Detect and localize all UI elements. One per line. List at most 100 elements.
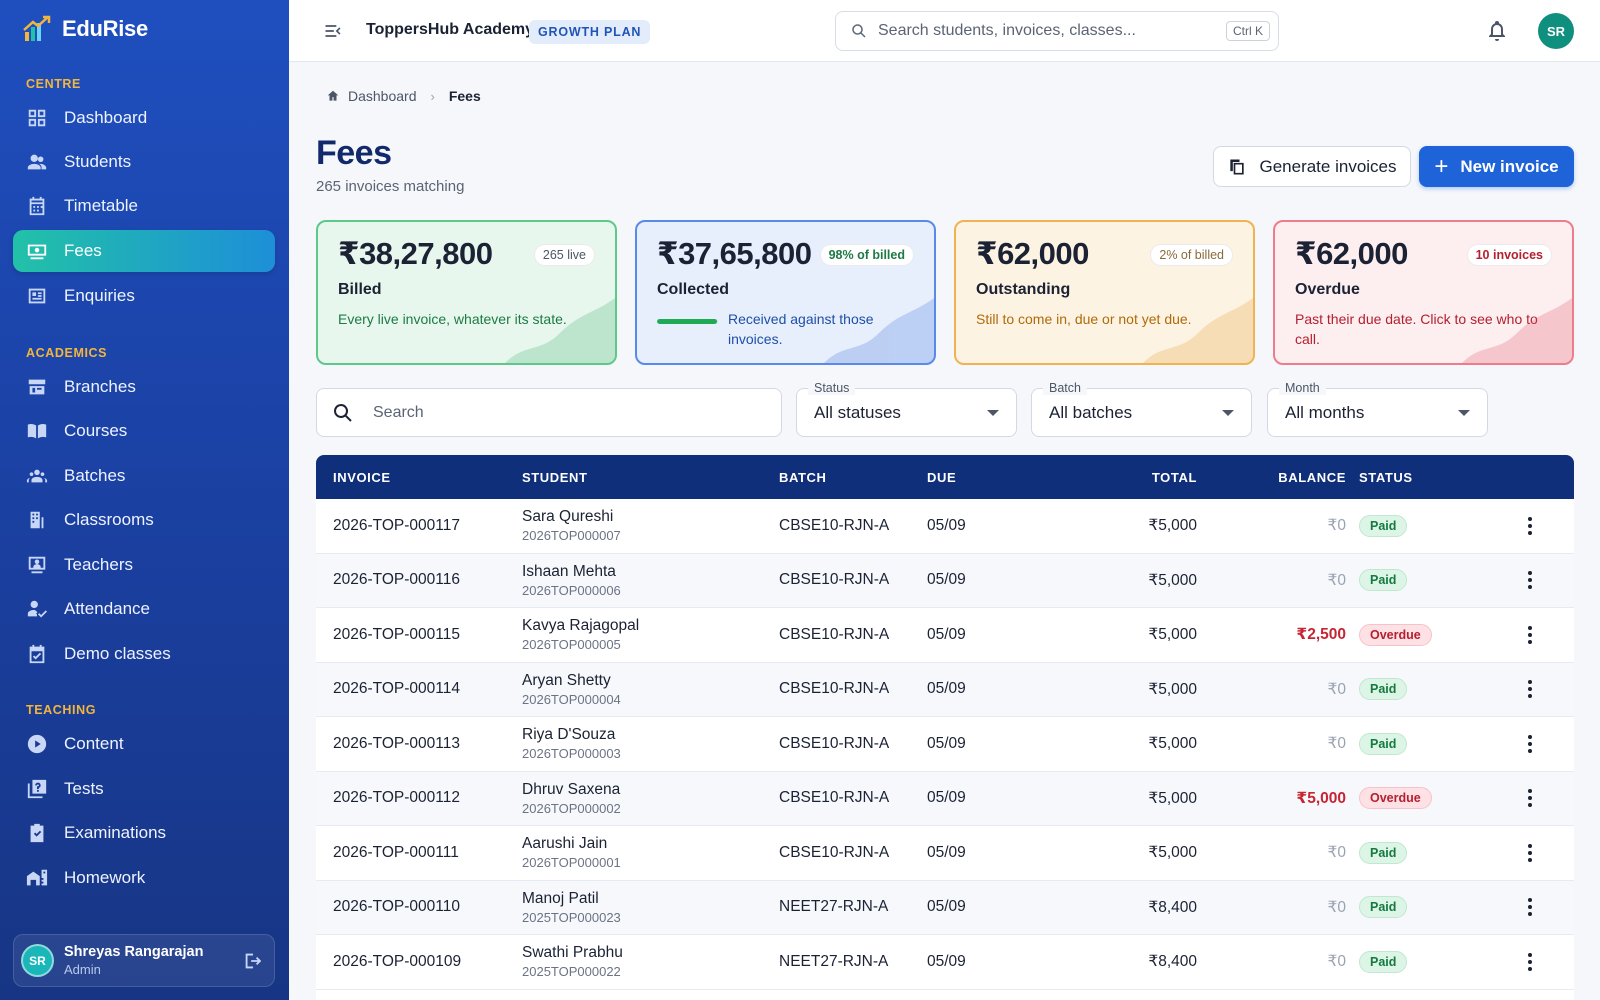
- sidebar-item-teachers[interactable]: Teachers: [13, 544, 275, 586]
- sidebar-item-branches[interactable]: Branches: [13, 366, 275, 408]
- table-row[interactable]: 2026-TOP-000109 Swathi Prabhu 2025TOP00002…: [316, 935, 1574, 990]
- column-header-total[interactable]: TOTAL: [1151, 470, 1197, 485]
- student-name: Dhruv Saxena: [522, 780, 621, 798]
- sidebar-item-label: Tests: [64, 779, 104, 798]
- more-vertical-icon[interactable]: [1518, 841, 1542, 865]
- table-row[interactable]: 2026-TOP-000113 Riya D'Souza 2026TOP000003…: [316, 717, 1574, 772]
- column-header-student[interactable]: STUDENT: [522, 470, 588, 485]
- sidebar-item-homework[interactable]: Homework: [13, 857, 275, 899]
- status-cell: Paid: [1359, 881, 1408, 935]
- column-header-invoice[interactable]: INVOICE: [333, 470, 391, 485]
- invoice-number[interactable]: 2026-TOP-000114: [333, 680, 460, 698]
- invoice-search[interactable]: [316, 388, 782, 437]
- student-cell[interactable]: Aarushi Jain 2026TOP000001: [522, 826, 621, 880]
- column-header-status[interactable]: STATUS: [1359, 470, 1413, 485]
- sidebar-item-fees[interactable]: Fees: [13, 230, 275, 272]
- table-row[interactable]: 2026-TOP-000114 Aryan Shetty 2026TOP000004…: [316, 662, 1574, 717]
- row-actions[interactable]: [1518, 554, 1542, 608]
- row-actions[interactable]: [1518, 499, 1542, 553]
- batch-code: CBSE10-RJN-A: [779, 625, 890, 643]
- more-vertical-icon[interactable]: [1518, 786, 1542, 810]
- row-actions[interactable]: [1518, 608, 1542, 662]
- invoice-number[interactable]: 2026-TOP-000109: [333, 952, 462, 970]
- student-cell[interactable]: Kavya Rajagopal 2026TOP000005: [522, 608, 639, 662]
- sidebar-item-examinations[interactable]: Examinations: [13, 812, 275, 854]
- column-header-batch[interactable]: BATCH: [779, 470, 827, 485]
- user-avatar[interactable]: SR: [1538, 13, 1574, 49]
- quiz-icon: [27, 779, 47, 799]
- more-vertical-icon[interactable]: [1518, 677, 1542, 701]
- row-actions[interactable]: [1518, 826, 1542, 880]
- more-vertical-icon[interactable]: [1518, 623, 1542, 647]
- student-cell[interactable]: Swathi Prabhu 2025TOP000022: [522, 935, 623, 989]
- sidebar-item-students[interactable]: Students: [13, 141, 275, 183]
- student-cell[interactable]: Riya D'Souza 2026TOP000003: [522, 717, 621, 771]
- student-cell[interactable]: Dhruv Saxena 2026TOP000002: [522, 772, 621, 826]
- invoice-number[interactable]: 2026-TOP-000115: [333, 625, 460, 643]
- row-actions[interactable]: [1518, 935, 1542, 989]
- sidebar-item-classrooms[interactable]: Classrooms: [13, 499, 275, 541]
- student-cell[interactable]: Manoj Patil 2025TOP000023: [522, 881, 621, 935]
- status-cell: Overdue: [1359, 772, 1432, 826]
- month-select[interactable]: Month All months: [1267, 381, 1488, 437]
- invoice-number[interactable]: 2026-TOP-000113: [333, 734, 460, 752]
- due-date: 05/09: [927, 789, 966, 807]
- row-actions[interactable]: [1518, 717, 1542, 771]
- table-row[interactable]: 2026-TOP-000115 Kavya Rajagopal 2026TOP000…: [316, 608, 1574, 663]
- caret-down-icon: [1222, 409, 1234, 416]
- student-cell[interactable]: Ishaan Mehta 2026TOP000006: [522, 554, 621, 608]
- sidebar-item-batches[interactable]: Batches: [13, 455, 275, 497]
- breadcrumb: Dashboard › Fees: [326, 88, 481, 104]
- logout-icon[interactable]: [242, 950, 264, 972]
- table-row[interactable]: 2026-TOP-000111 Aarushi Jain 2026TOP000001…: [316, 826, 1574, 881]
- more-vertical-icon[interactable]: [1518, 568, 1542, 592]
- sidebar-item-dashboard[interactable]: Dashboard: [13, 97, 275, 139]
- stat-card-outstanding[interactable]: ₹62,000 2% of billed Outstanding Still t…: [954, 220, 1255, 365]
- more-vertical-icon[interactable]: [1518, 895, 1542, 919]
- generate-invoices-button[interactable]: Generate invoices: [1213, 146, 1411, 187]
- invoice-search-input[interactable]: [373, 403, 781, 422]
- table-row[interactable]: 2026-TOP-000117 Sara Qureshi 2026TOP000007…: [316, 499, 1574, 554]
- brand[interactable]: EduRise: [22, 12, 148, 46]
- batch-select[interactable]: Batch All batches: [1031, 381, 1252, 437]
- student-cell[interactable]: Aryan Shetty 2026TOP000004: [522, 663, 621, 717]
- user-card[interactable]: SR Shreyas Rangarajan Admin: [13, 934, 275, 987]
- global-search-input[interactable]: [878, 22, 1216, 40]
- bell-icon[interactable]: [1485, 19, 1509, 43]
- row-actions[interactable]: [1518, 772, 1542, 826]
- status-cell: Overdue: [1359, 608, 1432, 662]
- more-vertical-icon[interactable]: [1518, 514, 1542, 538]
- column-header-balance[interactable]: BALANCE: [1278, 470, 1346, 485]
- sidebar-item-timetable[interactable]: Timetable: [13, 185, 275, 227]
- student-cell[interactable]: Sara Qureshi 2026TOP000007: [522, 499, 621, 553]
- invoice-number[interactable]: 2026-TOP-000117: [333, 516, 460, 534]
- stat-card-collected[interactable]: ₹37,65,800 98% of billed Collected Recei…: [635, 220, 936, 365]
- table-row[interactable]: 2026-TOP-000116 Ishaan Mehta 2026TOP000006…: [316, 553, 1574, 608]
- sidebar-item-content[interactable]: Content: [13, 723, 275, 765]
- sidebar-item-courses[interactable]: Courses: [13, 410, 275, 452]
- more-vertical-icon[interactable]: [1518, 732, 1542, 756]
- invoice-number[interactable]: 2026-TOP-000116: [333, 571, 460, 589]
- row-actions[interactable]: [1518, 663, 1542, 717]
- stat-card-overdue[interactable]: ₹62,000 10 invoices Overdue Past their d…: [1273, 220, 1574, 365]
- invoice-number[interactable]: 2026-TOP-000110: [333, 898, 460, 916]
- sidebar-item-attendance[interactable]: Attendance: [13, 588, 275, 630]
- month-select-value: All months: [1285, 402, 1365, 422]
- table-row[interactable]: 2026-TOP-000110 Manoj Patil 2025TOP000023 N…: [316, 880, 1574, 935]
- new-invoice-button[interactable]: + New invoice: [1419, 146, 1574, 187]
- row-actions[interactable]: [1518, 881, 1542, 935]
- stat-card-billed[interactable]: ₹38,27,800 265 live Billed Every live in…: [316, 220, 617, 365]
- invoice-number[interactable]: 2026-TOP-000111: [333, 843, 459, 861]
- status-select[interactable]: Status All statuses: [796, 381, 1017, 437]
- breadcrumb-home[interactable]: Dashboard: [348, 88, 417, 104]
- menu-collapse-icon[interactable]: [323, 21, 343, 41]
- more-vertical-icon[interactable]: [1518, 950, 1542, 974]
- global-search[interactable]: Ctrl K: [835, 11, 1279, 51]
- sidebar-item-enquiries[interactable]: Enquiries: [13, 275, 275, 317]
- table-row[interactable]: 2026-TOP-000112 Dhruv Saxena 2026TOP000002…: [316, 771, 1574, 826]
- home-icon[interactable]: [326, 89, 340, 103]
- sidebar-item-tests[interactable]: Tests: [13, 768, 275, 810]
- sidebar-item-demo-classes[interactable]: Demo classes: [13, 633, 275, 675]
- invoice-number[interactable]: 2026-TOP-000112: [333, 789, 460, 807]
- column-header-due[interactable]: DUE: [927, 470, 957, 485]
